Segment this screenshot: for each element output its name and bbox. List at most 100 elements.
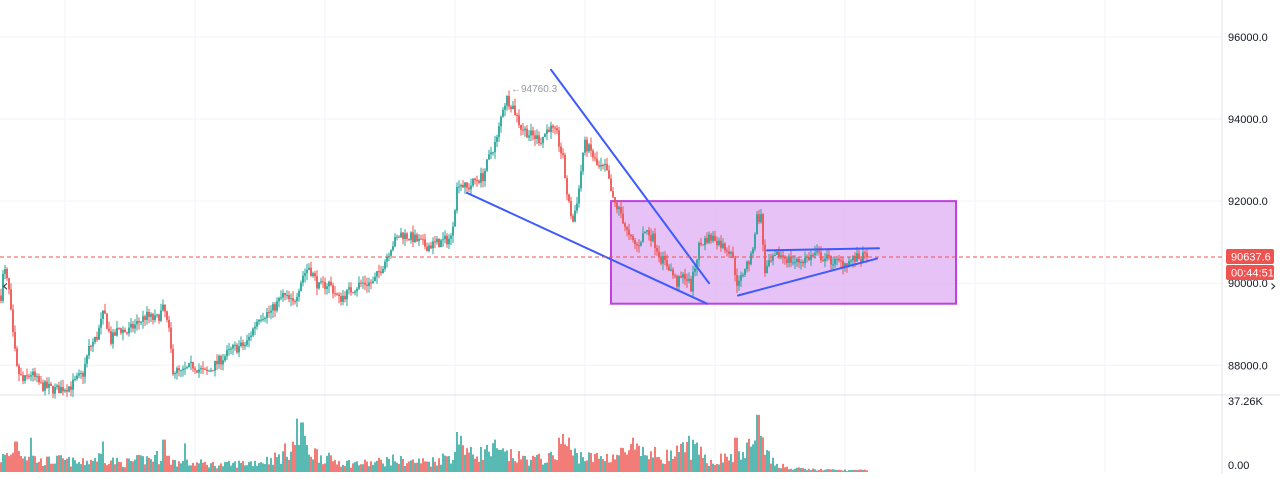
candle-body [198, 369, 200, 373]
volume-bar [318, 462, 320, 472]
volume-bar [228, 460, 230, 472]
scroll-left-icon[interactable]: ‹ [2, 276, 9, 295]
volume-bar [824, 469, 826, 472]
volume-bar [832, 469, 834, 472]
candle-body [704, 238, 706, 246]
candle-body [368, 282, 370, 286]
trendline[interactable] [737, 257, 878, 297]
candle-body [356, 288, 358, 292]
volume-bar [324, 463, 326, 472]
volume-bar [328, 452, 330, 472]
candle-body [800, 261, 802, 263]
price-axis[interactable]: 96000.0 94000.0 92000.0 90000.0 88000.0 37.26… [1226, 32, 1274, 472]
candle-body [104, 310, 106, 314]
volume-bar [562, 433, 564, 472]
volume-bar [212, 461, 214, 472]
candle-body [674, 275, 676, 277]
volume-bar [436, 465, 438, 472]
candle-body [736, 274, 738, 286]
candle-body [118, 328, 120, 330]
volume-bar [394, 461, 396, 472]
candle-body [388, 255, 390, 257]
candle-body [112, 332, 114, 344]
candle-body [128, 327, 130, 334]
volume-bar [658, 456, 660, 472]
volume-bar [786, 466, 788, 472]
candle-body [158, 314, 160, 321]
candle-body [666, 260, 668, 267]
candle-body [70, 386, 72, 390]
candle-body [770, 260, 772, 262]
volume-bar [582, 457, 584, 472]
candle-body [648, 230, 650, 236]
volume-bar [580, 452, 582, 472]
candle-body [634, 239, 636, 245]
candle-body [154, 315, 156, 321]
candle-body [228, 348, 230, 351]
volume-bar [16, 441, 18, 472]
volume-bar [178, 461, 180, 472]
candle-body [524, 128, 526, 131]
candle-body [808, 256, 810, 261]
candle-body [484, 170, 486, 182]
volume-bar [772, 457, 774, 472]
trendline[interactable] [550, 68, 710, 285]
volume-bar [826, 469, 828, 472]
volume-bar [840, 470, 842, 472]
volume-bar [448, 456, 450, 472]
candle-body [546, 129, 548, 134]
candle-body [624, 223, 626, 227]
candle-body [390, 250, 392, 256]
volume-bar [30, 437, 32, 472]
volume-bar [288, 459, 290, 472]
candle-body [552, 125, 554, 128]
volume-bar [256, 465, 258, 472]
volume-bar [50, 463, 52, 472]
candle-body [52, 385, 54, 394]
volume-bar [782, 463, 784, 472]
candle-body [618, 206, 620, 210]
candle-body [792, 262, 794, 264]
volume-bar [718, 464, 720, 472]
volume-bar [472, 454, 474, 472]
candle-body [610, 178, 612, 192]
volume-bar [110, 460, 112, 472]
candle-body [784, 257, 786, 259]
candle-body [306, 269, 308, 273]
volume-bar [118, 461, 120, 472]
candle-body [558, 130, 560, 147]
candle-body [608, 170, 610, 179]
candle-body [612, 191, 614, 198]
candle-body [764, 244, 766, 274]
volume-bar [616, 454, 618, 472]
candle-body [438, 238, 440, 248]
volume-bar [850, 470, 852, 472]
trendline[interactable] [766, 247, 880, 252]
candle-body [120, 328, 122, 333]
volume-bar [630, 444, 632, 472]
candle-body [864, 252, 866, 254]
candle-body [504, 105, 506, 110]
volume-bar [270, 458, 272, 472]
candle-body [478, 180, 480, 183]
scroll-right-icon[interactable]: › [1270, 276, 1277, 295]
candle-body [606, 163, 608, 171]
candle-body [316, 276, 318, 289]
candle-body [268, 312, 270, 314]
candle-body [824, 258, 826, 262]
current-price-badge[interactable] [1226, 249, 1274, 265]
candle-body [778, 251, 780, 258]
volume-bar [800, 468, 802, 472]
volume-bar [140, 455, 142, 472]
volume-bar [554, 459, 556, 472]
candle-body [98, 327, 100, 340]
volume-bar [506, 450, 508, 472]
volume-bar [116, 457, 118, 472]
trendlines[interactable] [466, 68, 880, 305]
volume-bar [360, 464, 362, 472]
volume-bar [380, 459, 382, 472]
trendline[interactable] [466, 191, 708, 305]
candle-body [178, 368, 180, 371]
